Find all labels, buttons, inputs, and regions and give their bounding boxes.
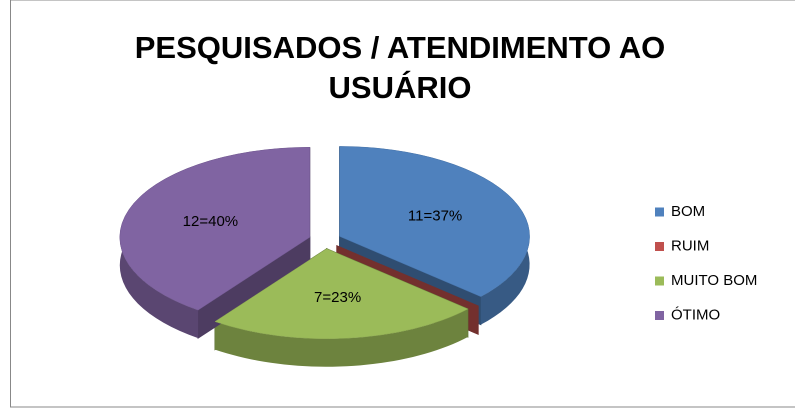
slice-side <box>214 308 468 367</box>
slice-tops <box>119 146 530 339</box>
legend-swatch <box>655 207 664 217</box>
slice <box>339 146 530 297</box>
legend-swatch <box>655 311 664 320</box>
data-label: 12=40% <box>183 213 238 230</box>
chart-border <box>10 0 795 408</box>
legend-label: BOM <box>671 203 705 220</box>
legend-swatch <box>655 276 664 286</box>
data-label: 11=37% <box>408 207 462 224</box>
legend-label: MUITO BOM <box>671 272 757 289</box>
slice <box>214 248 469 339</box>
data-label: 7=23% <box>314 289 361 306</box>
chart-title: PESQUISADOS / ATENDIMENTO AO USUÁRIO <box>134 30 666 105</box>
legend-label: RUIM <box>671 237 709 254</box>
legend-swatch <box>655 242 664 251</box>
slice <box>119 147 311 311</box>
legend-label: ÓTIMO <box>671 306 720 323</box>
